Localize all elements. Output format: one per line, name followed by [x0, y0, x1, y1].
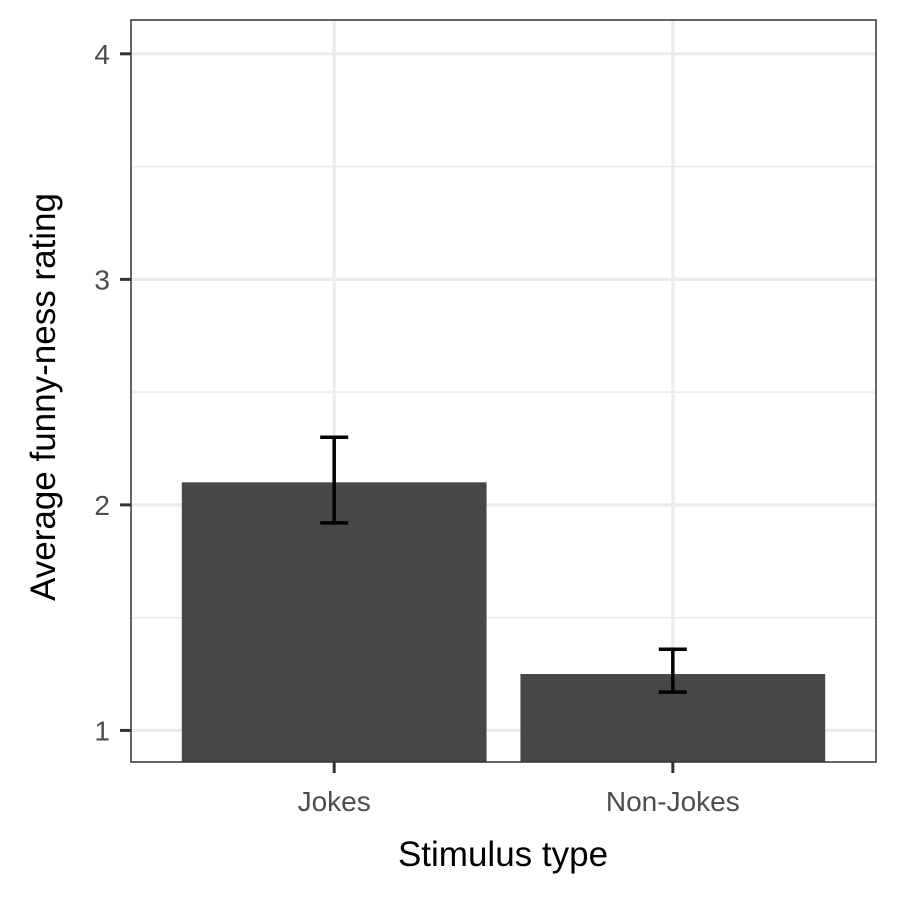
y-axis-title: Average funny-ness rating	[24, 193, 63, 601]
x-axis-ticks: Jokes Non-Jokes	[298, 762, 740, 817]
x-tick-label: Jokes	[298, 786, 371, 817]
x-tick-label: Non-Jokes	[606, 786, 740, 817]
bar-jokes	[181, 482, 487, 762]
y-tick-label: 2	[94, 490, 110, 521]
error-bar-non-jokes	[658, 647, 687, 694]
bars	[181, 482, 826, 762]
y-axis-ticks: 1 2 3 4	[94, 39, 131, 746]
y-tick-label: 4	[94, 39, 110, 70]
error-bars	[320, 435, 687, 694]
y-tick-label: 3	[94, 264, 110, 295]
y-tick-label: 1	[94, 715, 110, 746]
panel-border	[130, 19, 877, 763]
x-axis-title: Stimulus type	[398, 835, 608, 874]
error-bar-jokes	[320, 435, 349, 525]
